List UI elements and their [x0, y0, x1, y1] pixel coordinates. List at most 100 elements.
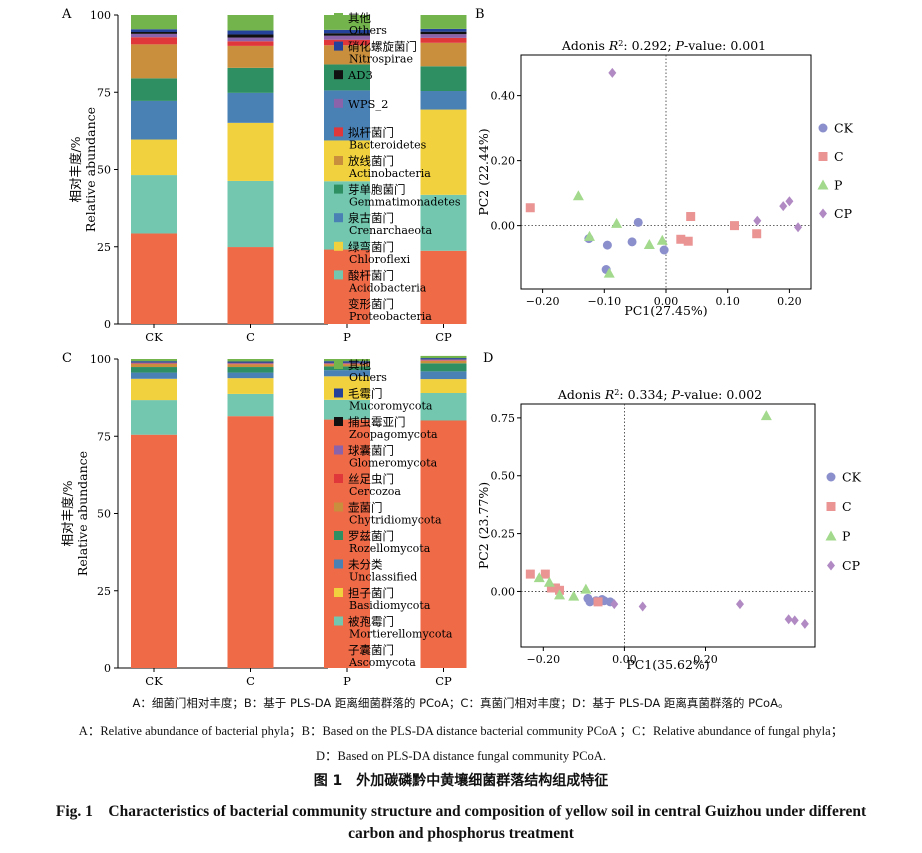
bar-segment: [420, 363, 467, 372]
legend: CK CP CP: [825, 470, 862, 573]
y-axis-label: PC2 (22.44%): [476, 128, 491, 215]
bar-segment: [324, 370, 370, 377]
data-point: [826, 502, 836, 511]
legend-label-zh: 壶菌门: [348, 501, 383, 515]
data-point: [580, 583, 592, 594]
y-tick-label: 0: [104, 662, 111, 675]
y-tick-label: 0.25: [491, 528, 516, 541]
legend-label-en: Acidobacteria: [348, 281, 427, 294]
bar-segment: [131, 367, 177, 373]
legend-swatch: [334, 360, 343, 369]
chart-title-part: Adonis: [557, 387, 605, 402]
y-tick-label: 75: [97, 430, 111, 443]
legend-label: CP: [834, 206, 852, 221]
y-axis-label-zh: 相对丰度/%: [60, 480, 75, 546]
legend-label-en: Rozellomycota: [349, 542, 431, 555]
legend-label-en: Ascomycota: [348, 656, 416, 669]
plot-frame: [520, 403, 816, 648]
bar-segment: [131, 33, 177, 38]
chart-title-part: Adonis: [561, 38, 609, 53]
series-cp: [608, 67, 803, 233]
bar-segment: [324, 29, 370, 34]
bar-segment: [420, 250, 467, 324]
legend-label-zh: 丝足虫门: [348, 472, 394, 486]
legend-swatch: [334, 559, 343, 569]
x-tick-label: −0.10: [587, 295, 621, 308]
bar-segment: [227, 122, 274, 181]
bar-segment: [227, 41, 274, 46]
bar-segment: [324, 364, 370, 367]
series-ck: [584, 217, 669, 274]
bar-segment: [420, 360, 467, 361]
bar-segment: [420, 34, 467, 38]
legend-label: CP: [842, 558, 860, 573]
bar-segment: [131, 372, 177, 379]
legend-label: CK: [834, 121, 854, 136]
bar-segment: [420, 109, 467, 195]
data-point: [825, 530, 837, 541]
legend-label-zh: 芽单胞菌门: [348, 183, 406, 197]
bar-segment: [324, 249, 370, 324]
legend-label-zh: 拟杆菌门: [348, 125, 394, 139]
data-point: [608, 67, 617, 78]
legend-label-en: Others: [349, 371, 387, 384]
bar-segment: [227, 372, 274, 379]
bar-segment: [324, 363, 370, 365]
legend-swatch: [334, 531, 343, 540]
legend-label-zh: 其他: [348, 11, 371, 25]
bar-segment: [227, 67, 274, 93]
legend-swatch: [334, 241, 343, 251]
data-point: [543, 576, 555, 587]
chart-title-part: -value: 0.001: [684, 38, 766, 53]
x-tick-label: P: [343, 674, 351, 688]
y-tick-label: 0.75: [491, 412, 516, 425]
legend-label-en: Basidiomycota: [349, 599, 431, 612]
chart-title: Adonis R2: 0.334; P-value: 0.002: [557, 387, 762, 402]
legend-swatch: [334, 184, 343, 194]
series-c: [525, 203, 762, 246]
bar-segment: [131, 434, 177, 668]
data-point: [819, 208, 827, 219]
bar-segment: [420, 66, 467, 92]
bar-segment: [324, 39, 370, 46]
legend-label-zh: 酸杆菌门: [348, 268, 394, 282]
caption-en-panel-labels-line2: D：Based on PLS-DA distance fungal commun…: [316, 749, 606, 763]
legend-label-zh: 罗兹菌门: [348, 529, 394, 543]
y-tick-label: 0.00: [491, 585, 516, 598]
bar-segment: [324, 399, 370, 420]
bar-segment: [227, 364, 274, 368]
bar-segment: [227, 247, 274, 324]
legend-label-zh: 球囊菌门: [348, 444, 394, 458]
legend-label-en: Chloroflexi: [349, 253, 411, 266]
data-point: [593, 597, 603, 607]
y-axis-label: PC2 (23.77%): [476, 482, 491, 569]
data-point: [525, 203, 535, 213]
x-tick-label: −0.20: [526, 653, 560, 666]
bar-segment: [131, 400, 177, 435]
x-tick-label: 0.20: [777, 295, 802, 308]
data-point: [683, 236, 693, 246]
y-tick-label: 0.40: [491, 90, 516, 103]
legend-label-zh: 捕虫霉亚门: [348, 415, 406, 429]
data-point: [603, 267, 615, 278]
data-point: [572, 190, 584, 201]
data-point: [533, 572, 545, 583]
bar-segment: [131, 361, 177, 363]
bar-segment: [324, 419, 370, 668]
legend-label-zh: 泉古菌门: [348, 211, 394, 225]
data-point: [610, 599, 619, 610]
legend-label: CK: [842, 470, 862, 485]
bar-segment: [227, 30, 274, 35]
bar-segment: [227, 393, 274, 417]
bar-segment: [131, 175, 177, 234]
legend-label-en: Cercozoa: [349, 485, 401, 498]
legend-swatch: [334, 13, 343, 22]
y-tick-label: 25: [97, 241, 111, 254]
figure-title-en-line2: carbon and phosphorus treatment: [348, 825, 574, 842]
chart-title-part: : 0.334;: [619, 387, 671, 402]
legend-swatch: [334, 445, 343, 455]
bar-segment: [131, 100, 177, 140]
x-tick-label: C: [246, 674, 255, 688]
